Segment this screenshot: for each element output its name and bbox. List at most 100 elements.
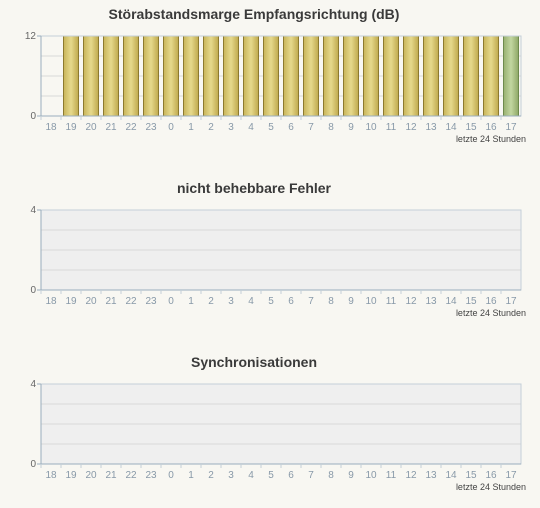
y-tick-label: 4 bbox=[30, 379, 36, 390]
x-tick-label: 5 bbox=[268, 296, 274, 307]
x-tick-label: 11 bbox=[386, 296, 397, 307]
bar bbox=[243, 35, 259, 117]
x-tick-label: 4 bbox=[248, 122, 254, 133]
bar bbox=[283, 35, 299, 117]
x-tick-label: 7 bbox=[308, 470, 314, 481]
snr-chart: Störabstandsmarge Empfangsrichtung (dB) … bbox=[0, 0, 540, 160]
x-tick-label: 1 bbox=[188, 122, 194, 133]
x-tick-label: 20 bbox=[85, 470, 97, 481]
bar bbox=[423, 35, 439, 117]
bar bbox=[443, 35, 459, 117]
x-tick-label: 19 bbox=[65, 470, 77, 481]
x-tick-label: 13 bbox=[425, 122, 437, 133]
bar bbox=[123, 35, 139, 117]
x-axis-label: letzte 24 Stunden bbox=[456, 482, 526, 492]
x-tick-label: 0 bbox=[168, 470, 174, 481]
x-tick-label: 0 bbox=[168, 122, 174, 133]
x-tick-label: 18 bbox=[45, 296, 57, 307]
x-tick-label: 2 bbox=[208, 296, 214, 307]
y-tick-label: 0 bbox=[30, 285, 36, 296]
x-tick-label: 15 bbox=[465, 122, 477, 133]
x-tick-label: 23 bbox=[145, 470, 157, 481]
x-tick-label: 0 bbox=[168, 296, 174, 307]
x-tick-label: 12 bbox=[405, 122, 417, 133]
x-tick-label: 8 bbox=[328, 470, 334, 481]
x-tick-label: 18 bbox=[45, 470, 57, 481]
x-tick-label: 6 bbox=[288, 122, 294, 133]
x-tick-label: 14 bbox=[445, 470, 457, 481]
x-tick-label: 10 bbox=[365, 470, 377, 481]
x-tick-label: 6 bbox=[288, 296, 294, 307]
x-tick-label: 5 bbox=[268, 122, 274, 133]
x-tick-label: 21 bbox=[105, 296, 117, 307]
x-tick-label: 19 bbox=[65, 296, 77, 307]
bar bbox=[263, 35, 279, 117]
bar bbox=[343, 35, 359, 117]
x-tick-label: 10 bbox=[365, 296, 377, 307]
bar bbox=[63, 35, 79, 117]
x-tick-label: 22 bbox=[125, 470, 137, 481]
x-tick-label: 16 bbox=[485, 296, 497, 307]
x-tick-label: 6 bbox=[288, 470, 294, 481]
x-axis-label: letzte 24 Stunden bbox=[456, 134, 526, 144]
x-tick-label: 2 bbox=[208, 470, 214, 481]
x-tick-label: 11 bbox=[386, 122, 397, 133]
bar bbox=[323, 35, 339, 117]
x-tick-label: 22 bbox=[125, 296, 137, 307]
errors-chart: nicht behebbare Fehler 0 4 18 19 20 21 22 23 0 1 2… bbox=[0, 174, 540, 334]
bar bbox=[143, 35, 159, 117]
bar bbox=[83, 35, 99, 117]
x-tick-label: 9 bbox=[348, 296, 354, 307]
bar bbox=[463, 35, 479, 117]
x-tick-label: 3 bbox=[228, 296, 234, 307]
bar bbox=[383, 35, 399, 117]
x-axis-label: letzte 24 Stunden bbox=[456, 308, 526, 318]
x-tick-label: 7 bbox=[308, 296, 314, 307]
x-tick-label: 13 bbox=[425, 296, 437, 307]
x-tick-label: 3 bbox=[228, 122, 234, 133]
x-tick-label: 17 bbox=[505, 470, 517, 481]
x-tick-label: 14 bbox=[445, 296, 457, 307]
x-tick-label: 4 bbox=[248, 296, 254, 307]
bar bbox=[303, 35, 319, 117]
x-tick-label: 10 bbox=[365, 122, 377, 133]
x-tick-label: 23 bbox=[145, 122, 157, 133]
bar bbox=[483, 35, 499, 117]
x-tick-label: 8 bbox=[328, 296, 334, 307]
x-tick-label: 7 bbox=[308, 122, 314, 133]
chart-title: Synchronisationen bbox=[190, 354, 318, 370]
x-tick-label: 12 bbox=[405, 296, 417, 307]
x-tick-label: 23 bbox=[145, 296, 157, 307]
x-tick-label: 4 bbox=[248, 470, 254, 481]
x-tick-label: 14 bbox=[445, 122, 457, 133]
y-tick-label: 12 bbox=[25, 31, 37, 42]
x-tick-label: 17 bbox=[505, 122, 517, 133]
x-tick-label: 17 bbox=[505, 296, 517, 307]
y-tick-label: 0 bbox=[30, 111, 36, 122]
x-tick-label: 1 bbox=[188, 296, 194, 307]
bar bbox=[223, 35, 239, 117]
x-tick-label: 3 bbox=[228, 470, 234, 481]
y-tick-label: 4 bbox=[30, 205, 36, 216]
x-tick-label: 12 bbox=[405, 470, 417, 481]
x-tick-label: 19 bbox=[65, 122, 77, 133]
sync-chart: Synchronisationen 0 4 18 19 20 21 22 23 0 1 2 3 4 5 6 7… bbox=[0, 348, 540, 508]
x-tick-label: 21 bbox=[105, 470, 117, 481]
x-tick-label: 2 bbox=[208, 122, 214, 133]
chart-title: Störabstandsmarge Empfangsrichtung (dB) bbox=[108, 6, 400, 22]
x-tick-label: 8 bbox=[328, 122, 334, 133]
x-tick-label: 9 bbox=[348, 122, 354, 133]
x-tick-label: 21 bbox=[105, 122, 117, 133]
y-tick-label: 0 bbox=[30, 459, 36, 470]
x-tick-label: 15 bbox=[465, 470, 477, 481]
x-tick-label: 9 bbox=[348, 470, 354, 481]
bar bbox=[503, 35, 519, 117]
chart-title: nicht behebbare Fehler bbox=[176, 180, 332, 196]
bar bbox=[183, 35, 199, 117]
x-tick-label: 11 bbox=[386, 470, 397, 481]
x-tick-label: 16 bbox=[485, 122, 497, 133]
x-tick-label: 5 bbox=[268, 470, 274, 481]
